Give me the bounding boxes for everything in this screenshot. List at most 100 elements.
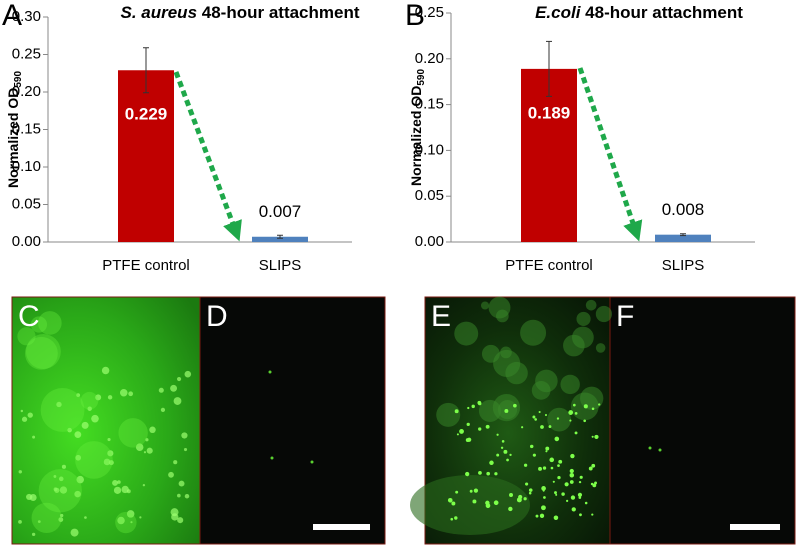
cell <box>135 443 144 451</box>
cell <box>454 409 459 414</box>
colony <box>595 305 613 323</box>
cell <box>170 384 178 392</box>
cell <box>456 433 459 436</box>
cell <box>107 395 113 400</box>
error-bar <box>546 40 552 97</box>
x-tick-label: SLIPS <box>259 257 302 274</box>
title-italic: S. aureus <box>120 3 197 22</box>
cell <box>173 460 178 465</box>
bar <box>252 236 308 242</box>
y-tick-label: 0.15 <box>12 120 41 137</box>
cell <box>528 488 533 492</box>
title-rest: 48-hour attachment <box>585 3 743 22</box>
chart-title: S. aureus 48-hour attachment <box>120 3 359 22</box>
cell <box>591 407 595 410</box>
cell <box>466 422 470 427</box>
cell <box>538 410 541 414</box>
blob <box>38 311 62 335</box>
cell <box>542 489 545 492</box>
blob <box>24 336 58 370</box>
cell <box>459 429 464 434</box>
cell <box>451 501 456 506</box>
cell <box>473 488 479 493</box>
cell <box>509 453 512 457</box>
y-label-main: Normalized OD <box>5 88 21 188</box>
cell <box>37 520 41 524</box>
cell <box>564 482 569 487</box>
cell <box>554 436 560 442</box>
cell <box>143 451 147 454</box>
panel-label: B <box>405 0 425 32</box>
cell <box>588 466 593 471</box>
cell <box>503 449 508 454</box>
colony <box>520 319 547 346</box>
cell <box>577 492 583 497</box>
cell <box>181 432 188 439</box>
cell <box>584 501 588 505</box>
cell <box>538 466 542 471</box>
cell <box>70 528 79 537</box>
cell <box>108 460 114 466</box>
cell <box>521 426 524 429</box>
cell <box>149 426 156 434</box>
blob <box>118 418 148 448</box>
colony <box>547 407 572 432</box>
colony <box>488 296 511 319</box>
colony <box>454 321 479 346</box>
cell <box>469 489 473 493</box>
cell <box>532 453 536 457</box>
colony <box>560 374 580 395</box>
cell <box>539 513 545 518</box>
cell <box>126 510 135 518</box>
blob <box>115 511 137 534</box>
value-label: 0.229 <box>125 105 168 124</box>
blob <box>30 316 48 333</box>
cell <box>177 493 181 498</box>
cell <box>570 495 576 500</box>
cell <box>494 472 498 476</box>
cell <box>145 438 149 442</box>
cell <box>550 466 554 470</box>
cell <box>569 468 574 474</box>
y-tick-label: 0.15 <box>415 96 444 113</box>
blob <box>75 441 113 479</box>
x-tick-label: PTFE control <box>102 257 190 274</box>
cell <box>95 394 102 401</box>
cell <box>447 497 453 503</box>
blob <box>80 391 99 410</box>
cell <box>540 425 544 429</box>
cell <box>556 417 560 420</box>
y-tick-label: 0.20 <box>12 83 41 100</box>
cell <box>467 406 470 410</box>
colony <box>595 343 606 353</box>
cell <box>528 491 532 495</box>
cell <box>76 475 84 484</box>
bar <box>118 70 174 242</box>
cell <box>177 517 184 524</box>
cell <box>523 463 528 467</box>
cell <box>18 520 22 524</box>
cell <box>84 516 87 519</box>
arrow <box>577 67 643 242</box>
cell <box>455 490 459 494</box>
cell <box>579 513 582 517</box>
micrograph-f <box>609 296 796 545</box>
cell <box>572 403 576 407</box>
cell <box>121 485 129 494</box>
value-label: 0.189 <box>528 103 571 122</box>
cell <box>591 435 594 438</box>
blob <box>38 469 82 513</box>
y-tick-label: 0.10 <box>12 158 41 175</box>
cell <box>184 493 190 499</box>
blur <box>410 475 530 535</box>
arrow <box>173 71 242 242</box>
cell <box>139 516 142 519</box>
panel-label: A <box>2 0 22 32</box>
cell <box>493 500 499 506</box>
cell <box>485 424 490 429</box>
cell <box>557 475 561 480</box>
cell <box>74 431 82 438</box>
cell <box>32 435 36 439</box>
cell <box>58 476 64 482</box>
